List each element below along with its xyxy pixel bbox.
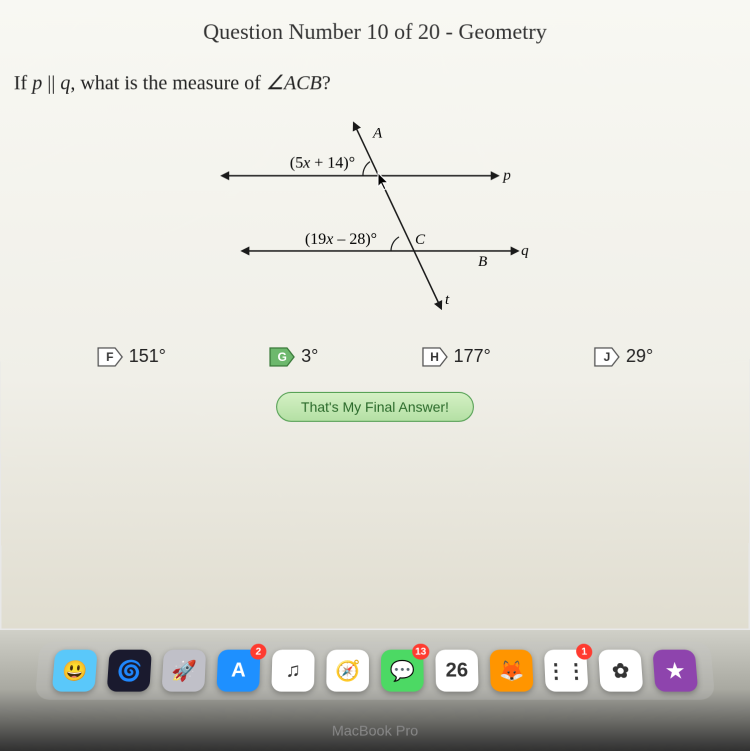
choice-badge-G: G (269, 346, 295, 366)
macbook-label: MacBook Pro (332, 722, 418, 738)
dock-item-reminders[interactable]: ⋮⋮1 (544, 650, 589, 692)
q-suffix: ? (322, 72, 331, 94)
dock-item-photos[interactable]: ✿ (598, 650, 643, 692)
label-p: p (502, 168, 511, 184)
label-C: C (415, 232, 426, 248)
dock-badge-appstore: 2 (250, 644, 267, 660)
q-mid: , what is the measure of (70, 72, 266, 94)
label-t: t (445, 292, 450, 308)
dock-item-messages[interactable]: 💬13 (381, 650, 424, 692)
quiz-screen: Question Number 10 of 20 - Geometry If p… (0, 0, 750, 629)
choice-G[interactable]: G 3° (269, 346, 318, 367)
choice-badge-F: F (97, 346, 123, 366)
dock-item-imovie[interactable]: ★ (652, 650, 698, 692)
dock-item-firefox[interactable]: 🦊 (490, 650, 534, 692)
q-var-q: q (60, 72, 70, 94)
dock-badge-messages: 13 (412, 644, 429, 660)
choice-F[interactable]: F 151° (97, 346, 166, 367)
dock-item-finder[interactable]: 😃 (52, 650, 98, 692)
dock-item-siri[interactable]: 🌀 (107, 650, 152, 692)
q-var-p: p (32, 72, 42, 94)
choice-text-J: 29° (626, 346, 653, 367)
choice-badge-J: J (594, 346, 620, 366)
choice-J[interactable]: J 29° (594, 346, 653, 367)
choice-text-H: 177° (454, 346, 491, 367)
label-q: q (521, 243, 529, 259)
choice-text-G: 3° (301, 346, 318, 367)
answer-choices: F 151° G 3° H 177° J 29° (45, 346, 705, 367)
dock-item-calendar[interactable]: 26 (435, 650, 478, 692)
desktop-background: 😃🌀🚀A2 ♫ 🧭 💬13 26 🦊⋮⋮1✿★ MacBook Pro (0, 630, 750, 751)
expr-top: (5x + 14)° (290, 155, 355, 172)
geometry-diagram: A p C B q t (5x + 14)° (19x – 28)° (194, 115, 555, 316)
dock-item-appstore[interactable]: A2 (216, 650, 260, 692)
dock-item-itunes[interactable]: ♫ (271, 650, 314, 692)
q-angle: ∠ACB (266, 72, 322, 94)
choice-text-F: 151° (129, 346, 166, 367)
q-prefix: If (14, 72, 33, 94)
final-answer-button[interactable]: That's My Final Answer! (276, 392, 474, 422)
expr-bottom: (19x – 28)° (305, 231, 377, 248)
dock-item-launchpad[interactable]: 🚀 (162, 650, 207, 692)
dock-item-safari[interactable]: 🧭 (326, 650, 369, 692)
dock-badge-reminders: 1 (576, 644, 593, 660)
label-A: A (372, 126, 383, 142)
question-text: If p || q, what is the measure of ∠ACB? (14, 70, 737, 95)
macos-dock: 😃🌀🚀A2 ♫ 🧭 💬13 26 🦊⋮⋮1✿★ (35, 642, 715, 700)
question-number-title: Question Number 10 of 20 - Geometry (13, 19, 736, 45)
choice-badge-H: H (422, 346, 448, 366)
label-B: B (478, 254, 487, 270)
choice-H[interactable]: H 177° (422, 346, 491, 367)
q-parallel: || (42, 72, 60, 94)
